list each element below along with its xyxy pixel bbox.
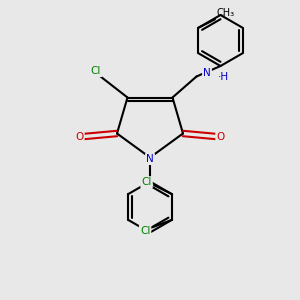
- Text: O: O: [75, 131, 84, 142]
- Text: N: N: [146, 154, 154, 164]
- Text: Cl: Cl: [91, 66, 101, 76]
- Text: Cl: Cl: [140, 226, 150, 236]
- Text: ·H: ·H: [218, 71, 229, 82]
- Text: CH₃: CH₃: [216, 8, 235, 18]
- Text: O: O: [216, 131, 225, 142]
- Text: N: N: [203, 68, 211, 79]
- Text: Cl: Cl: [141, 177, 152, 187]
